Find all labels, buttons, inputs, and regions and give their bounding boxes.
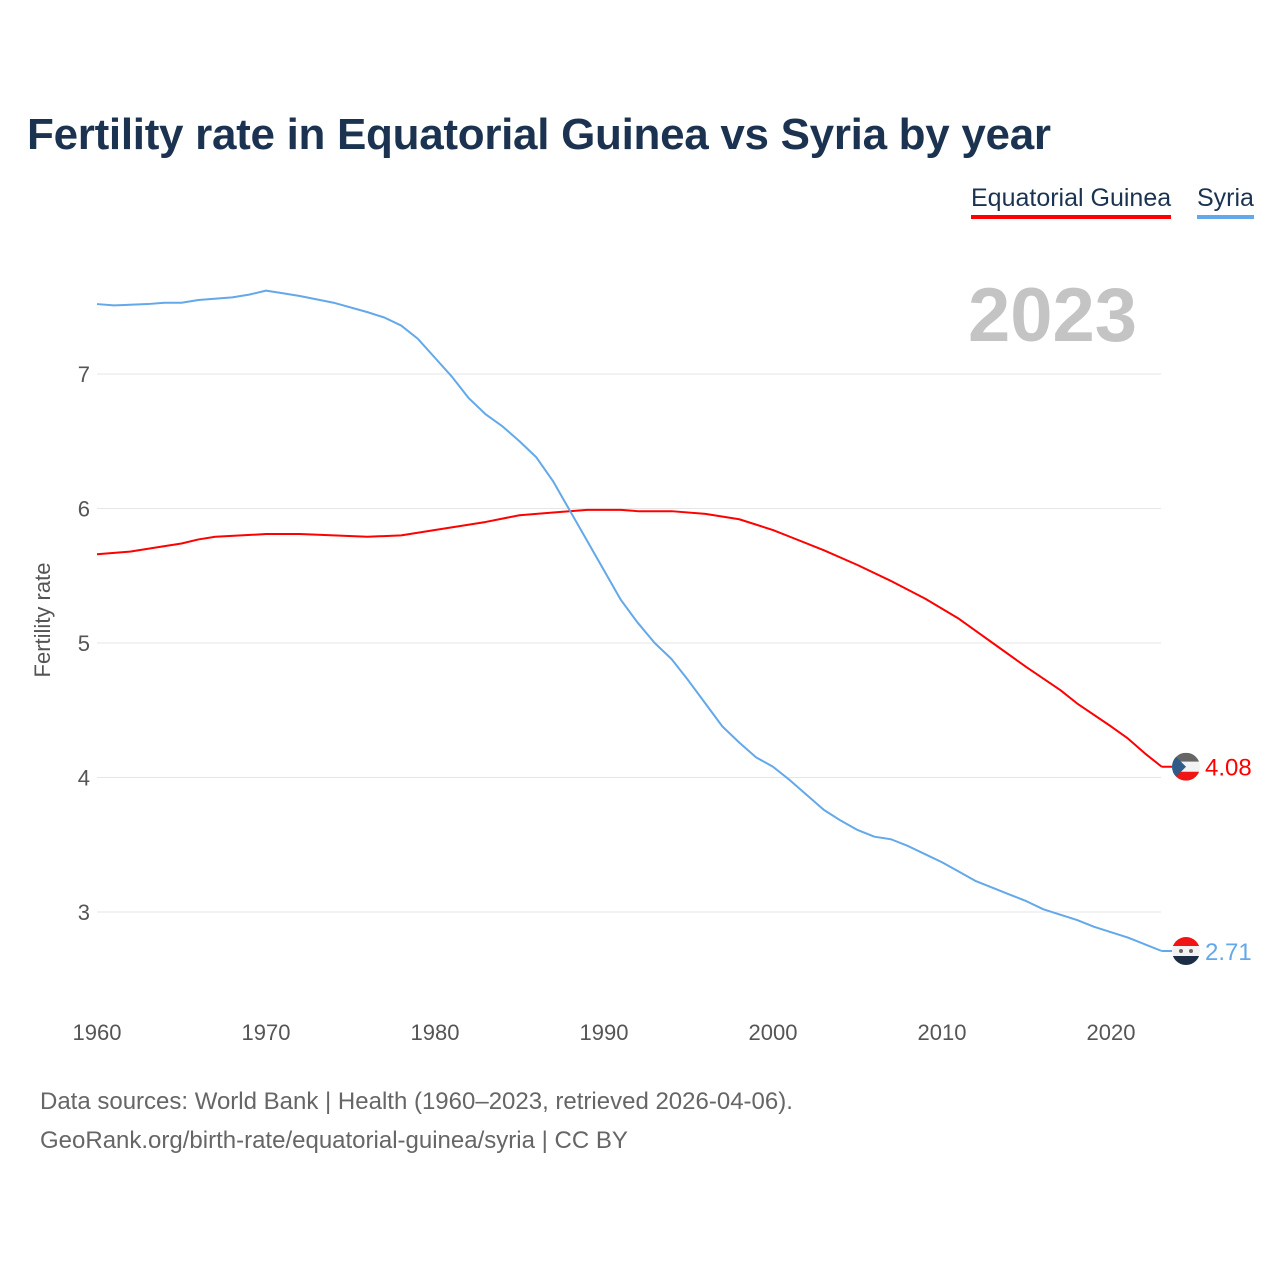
chart-title: Fertility rate in Equatorial Guinea vs S… [27,110,1051,159]
end-value-label: 2.71 [1205,939,1252,966]
flag-stripe [1172,946,1200,957]
x-tick-label: 2010 [918,1020,967,1045]
series-line-syria [96,289,1163,952]
y-tick-label: 5 [78,631,90,656]
data-source-note: Data sources: World Bank | Health (1960–… [40,1088,793,1115]
end-value-label: 4.08 [1205,755,1252,782]
flag-stripe [1172,956,1200,966]
flag-star [1179,949,1183,954]
x-tick-label: 1970 [242,1020,291,1045]
x-tick-label: 1960 [73,1020,122,1045]
legend-equatorial-guinea[interactable]: Equatorial Guinea [971,184,1172,219]
y-tick-label: 7 [78,362,90,387]
flag-star [1189,949,1193,954]
syria-flag-icon [1172,937,1200,966]
flag-body [1172,752,1200,781]
flag-stripe [1172,752,1200,762]
current-year-label: 2023 [968,273,1138,358]
flag-stripe [1172,937,1200,947]
flag-stripe [1172,771,1200,781]
flag-body [1172,937,1200,966]
x-tick-label: 1990 [580,1020,629,1045]
y-tick-label: 4 [78,766,90,791]
legend-syria[interactable]: Syria [1197,184,1254,219]
credit-link[interactable]: GeoRank.org/birth-rate/equatorial-guinea… [40,1127,628,1154]
equatorial-guinea-flag-icon [1172,752,1200,781]
y-tick-label: 6 [78,497,90,522]
x-tick-label: 2020 [1087,1020,1136,1045]
y-tick-label: 3 [78,900,90,925]
flag-triangle [1172,752,1186,781]
series-line-equatorial-guinea [96,508,1163,768]
x-tick-label: 2000 [749,1020,798,1045]
x-tick-label: 1980 [411,1020,460,1045]
